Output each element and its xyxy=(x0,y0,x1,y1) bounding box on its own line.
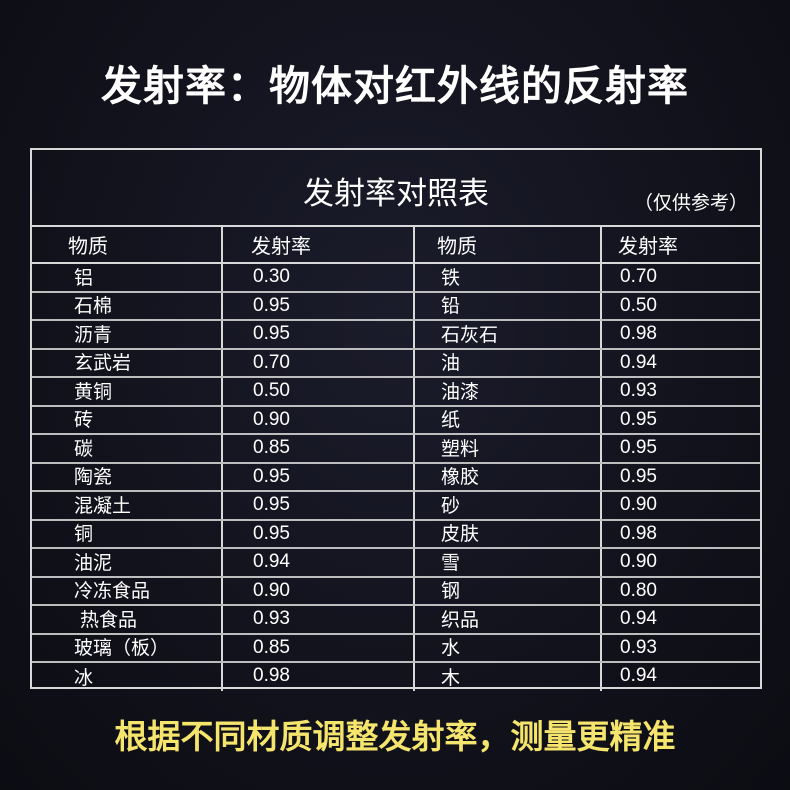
cell-material-2: 油漆 xyxy=(415,378,602,405)
cell-emissivity-2: 0.93 xyxy=(620,636,657,658)
cell-material-1: 混凝土 xyxy=(32,492,223,519)
cell-material-1: 玄武岩 xyxy=(32,349,223,376)
table-row: 油泥 0.94 雪 0.90 xyxy=(32,549,760,578)
cell-material-2: 水 xyxy=(415,634,602,661)
cell-emissivity-2: 0.94 xyxy=(620,665,657,686)
table-row: 冰 0.98 木 0.94 xyxy=(32,663,760,691)
cell-material-2: 木 xyxy=(415,663,602,691)
cell-emissivity-1: 0.90 xyxy=(223,577,415,604)
cell-material-1: 玻璃（板） xyxy=(32,634,223,661)
table-row: 玄武岩 0.70 油 0.94 xyxy=(32,349,760,378)
cell-material-1: 热食品 xyxy=(32,606,223,633)
cell-material-2: 砂 xyxy=(415,492,602,519)
cell-material-1: 碳 xyxy=(32,435,223,462)
cell-emissivity-2: 0.80 xyxy=(620,579,657,601)
cell-material-1: 铜 xyxy=(32,520,223,547)
table-row: 冷冻食品 0.90 钢 0.80 xyxy=(32,577,760,606)
footer-slogan: 根据不同材质调整发射率，测量更精准 xyxy=(114,717,676,756)
cell-emissivity-2: 0.50 xyxy=(620,294,657,316)
cell-material-1: 陶瓷 xyxy=(32,463,223,490)
table-row: 黄铜 0.50 油漆 0.93 xyxy=(32,378,760,407)
header-emissivity-2: 发射率 xyxy=(618,234,678,258)
header-material-2: 物质 xyxy=(415,227,602,262)
emissivity-table: 发射率对照表 （仅供参考） 物质 发射率 物质 发射率 铝 0.30 铁 0.70 石棉… xyxy=(30,148,762,691)
cell-emissivity-1: 0.95 xyxy=(223,292,415,319)
cell-emissivity-1: 0.95 xyxy=(223,463,415,490)
cell-material-1: 铝 xyxy=(32,264,223,291)
cell-emissivity-2: 0.98 xyxy=(620,323,657,344)
cell-emissivity-1: 0.85 xyxy=(223,435,415,462)
table-note: （仅供参考） xyxy=(633,192,748,214)
cell-material-1: 冷冻食品 xyxy=(32,577,223,604)
table-row: 砖 0.90 纸 0.95 xyxy=(32,406,760,435)
cell-emissivity-1: 0.93 xyxy=(223,606,415,633)
table-header-row: 物质 发射率 物质 发射率 xyxy=(32,227,760,264)
cell-emissivity-1: 0.94 xyxy=(223,549,415,576)
cell-material-2: 油 xyxy=(415,349,602,376)
cell-emissivity-2: 0.95 xyxy=(620,465,657,487)
cell-emissivity-2: 0.70 xyxy=(620,266,657,287)
cell-material-2: 钢 xyxy=(415,577,602,604)
cell-emissivity-2: 0.94 xyxy=(620,351,657,373)
table-row: 热食品 0.93 织品 0.94 xyxy=(32,606,760,635)
table-row: 碳 0.85 塑料 0.95 xyxy=(32,435,760,464)
cell-emissivity-2: 0.93 xyxy=(620,380,657,401)
cell-emissivity-1: 0.30 xyxy=(223,264,415,291)
table-body: 铝 0.30 铁 0.70 石棉 0.95 铅 0.50 沥青 0.95 石灰石 0.98 玄武岩 0.7… xyxy=(32,264,760,691)
cell-emissivity-2: 0.95 xyxy=(620,408,657,430)
cell-material-2: 纸 xyxy=(415,406,602,433)
table-row: 铜 0.95 皮肤 0.98 xyxy=(32,520,760,549)
table-title-row: 发射率对照表 （仅供参考） xyxy=(32,150,760,227)
table-row: 石棉 0.95 铅 0.50 xyxy=(32,292,760,321)
cell-emissivity-2: 0.90 xyxy=(620,551,657,572)
cell-material-2: 塑料 xyxy=(415,435,602,462)
table-row: 铝 0.30 铁 0.70 xyxy=(32,264,760,293)
table-row: 玻璃（板） 0.85 水 0.93 xyxy=(32,634,760,663)
cell-emissivity-2: 0.94 xyxy=(620,608,657,629)
cell-emissivity-1: 0.70 xyxy=(223,349,415,376)
cell-material-1: 石棉 xyxy=(32,292,223,319)
cell-emissivity-1: 0.90 xyxy=(223,406,415,433)
cell-emissivity-2: 0.98 xyxy=(620,522,657,544)
cell-emissivity-1: 0.95 xyxy=(223,321,415,348)
page-title: 发射率：物体对红外线的反射率 xyxy=(101,62,689,110)
cell-emissivity-1: 0.50 xyxy=(223,378,415,405)
table-title: 发射率对照表 xyxy=(303,176,489,212)
cell-material-1: 冰 xyxy=(32,663,223,691)
cell-material-2: 皮肤 xyxy=(415,520,602,547)
cell-material-1: 沥青 xyxy=(32,321,223,348)
cell-emissivity-2: 0.90 xyxy=(620,494,657,515)
cell-material-2: 织品 xyxy=(415,606,602,633)
cell-emissivity-2: 0.95 xyxy=(620,437,657,458)
table-row: 混凝土 0.95 砂 0.90 xyxy=(32,492,760,521)
cell-emissivity-1: 0.85 xyxy=(223,634,415,661)
header-emissivity-1: 发射率 xyxy=(223,227,415,262)
cell-material-2: 雪 xyxy=(415,549,602,576)
cell-material-2: 铁 xyxy=(415,264,602,291)
cell-emissivity-1: 0.95 xyxy=(223,492,415,519)
cell-emissivity-1: 0.95 xyxy=(223,520,415,547)
cell-material-1: 油泥 xyxy=(32,549,223,576)
cell-material-2: 石灰石 xyxy=(415,321,602,348)
cell-material-2: 铅 xyxy=(415,292,602,319)
cell-material-2: 橡胶 xyxy=(415,463,602,490)
table-row: 陶瓷 0.95 橡胶 0.95 xyxy=(32,463,760,492)
header-material-1: 物质 xyxy=(32,227,223,262)
cell-material-1: 黄铜 xyxy=(32,378,223,405)
cell-material-1: 砖 xyxy=(32,406,223,433)
cell-emissivity-1: 0.98 xyxy=(223,663,415,691)
table-row: 沥青 0.95 石灰石 0.98 xyxy=(32,321,760,350)
